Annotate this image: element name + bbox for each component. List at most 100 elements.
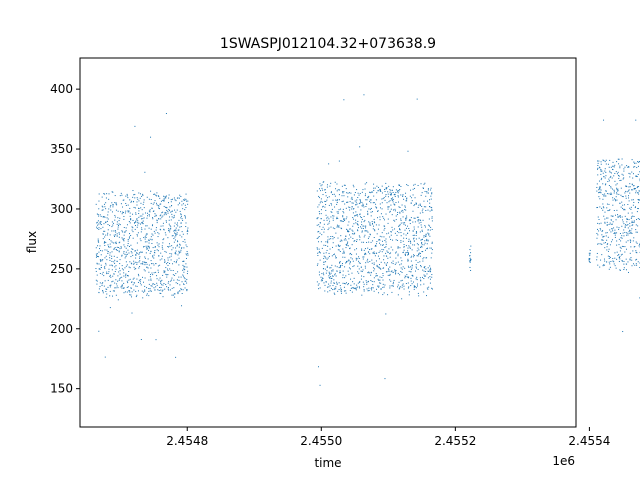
data-point xyxy=(329,220,331,222)
data-point xyxy=(634,246,636,248)
data-point xyxy=(631,159,633,161)
data-point xyxy=(367,290,369,292)
data-point xyxy=(409,195,411,197)
data-point xyxy=(170,269,172,271)
data-point xyxy=(173,214,175,216)
data-point xyxy=(353,194,355,196)
data-point xyxy=(620,187,622,189)
data-point xyxy=(608,257,610,259)
data-point xyxy=(634,166,636,168)
data-point xyxy=(361,205,363,207)
data-point xyxy=(392,201,394,203)
data-point xyxy=(175,262,177,264)
data-point xyxy=(601,234,603,236)
data-point xyxy=(117,287,119,289)
data-point xyxy=(390,246,392,248)
y-tick-label: 400 xyxy=(50,82,73,96)
data-point xyxy=(344,238,346,240)
data-point xyxy=(614,231,616,233)
data-point xyxy=(160,282,162,284)
data-point xyxy=(109,234,111,236)
data-point xyxy=(400,232,402,234)
data-point xyxy=(98,251,100,253)
data-point xyxy=(606,224,608,226)
data-point xyxy=(151,272,153,274)
data-point xyxy=(163,229,165,231)
data-point xyxy=(410,280,412,282)
data-point xyxy=(420,219,422,221)
data-point xyxy=(397,192,399,194)
data-point xyxy=(125,265,127,267)
data-point xyxy=(602,230,604,232)
data-point xyxy=(632,204,634,206)
data-point xyxy=(153,272,155,274)
data-point xyxy=(601,177,603,179)
data-point xyxy=(316,247,318,249)
data-point xyxy=(133,200,135,202)
data-point xyxy=(180,289,182,291)
data-point xyxy=(109,252,111,254)
data-point xyxy=(379,282,381,284)
data-point xyxy=(409,266,411,268)
data-point xyxy=(134,250,136,252)
data-point xyxy=(408,245,410,247)
data-point xyxy=(379,267,381,269)
data-point xyxy=(616,240,618,242)
data-point xyxy=(633,161,635,163)
data-point xyxy=(635,175,637,177)
data-point xyxy=(146,294,148,296)
data-point xyxy=(187,229,189,231)
data-point xyxy=(634,206,636,208)
data-point xyxy=(421,230,423,232)
data-point xyxy=(339,266,341,268)
data-point xyxy=(156,284,158,286)
data-point xyxy=(354,240,356,242)
data-point xyxy=(176,209,178,211)
data-point xyxy=(96,280,98,282)
data-point xyxy=(183,283,185,285)
data-point xyxy=(318,195,320,197)
data-point xyxy=(362,269,364,271)
data-point xyxy=(387,208,389,210)
data-point xyxy=(359,199,361,201)
data-point xyxy=(108,239,110,241)
data-point xyxy=(431,249,433,251)
data-point xyxy=(124,246,126,248)
data-point xyxy=(99,272,101,274)
data-point xyxy=(178,246,180,248)
data-point xyxy=(347,270,349,272)
data-point xyxy=(588,257,590,259)
data-point xyxy=(415,234,417,236)
data-point xyxy=(416,216,418,218)
data-point xyxy=(596,252,598,254)
data-point xyxy=(596,228,598,230)
data-point xyxy=(322,272,324,274)
data-point xyxy=(134,193,136,195)
data-point xyxy=(106,220,108,222)
data-point xyxy=(175,230,177,232)
data-point xyxy=(177,293,179,295)
data-point xyxy=(340,239,342,241)
data-point xyxy=(148,198,150,200)
data-point xyxy=(617,171,619,173)
data-point xyxy=(321,228,323,230)
data-point xyxy=(102,238,104,240)
data-point xyxy=(142,194,144,196)
data-point xyxy=(397,255,399,257)
data-point xyxy=(178,257,180,259)
data-point xyxy=(422,187,424,189)
data-point xyxy=(152,218,154,220)
data-point xyxy=(373,281,375,283)
data-point xyxy=(375,199,377,201)
data-point xyxy=(609,176,611,178)
data-point xyxy=(163,205,165,207)
data-point xyxy=(109,307,111,309)
data-point xyxy=(326,184,328,186)
data-point xyxy=(604,170,606,172)
data-point xyxy=(613,190,615,192)
data-point xyxy=(105,202,107,204)
data-point xyxy=(139,215,141,217)
data-point xyxy=(184,269,186,271)
data-point xyxy=(420,245,422,247)
data-point xyxy=(381,192,383,194)
